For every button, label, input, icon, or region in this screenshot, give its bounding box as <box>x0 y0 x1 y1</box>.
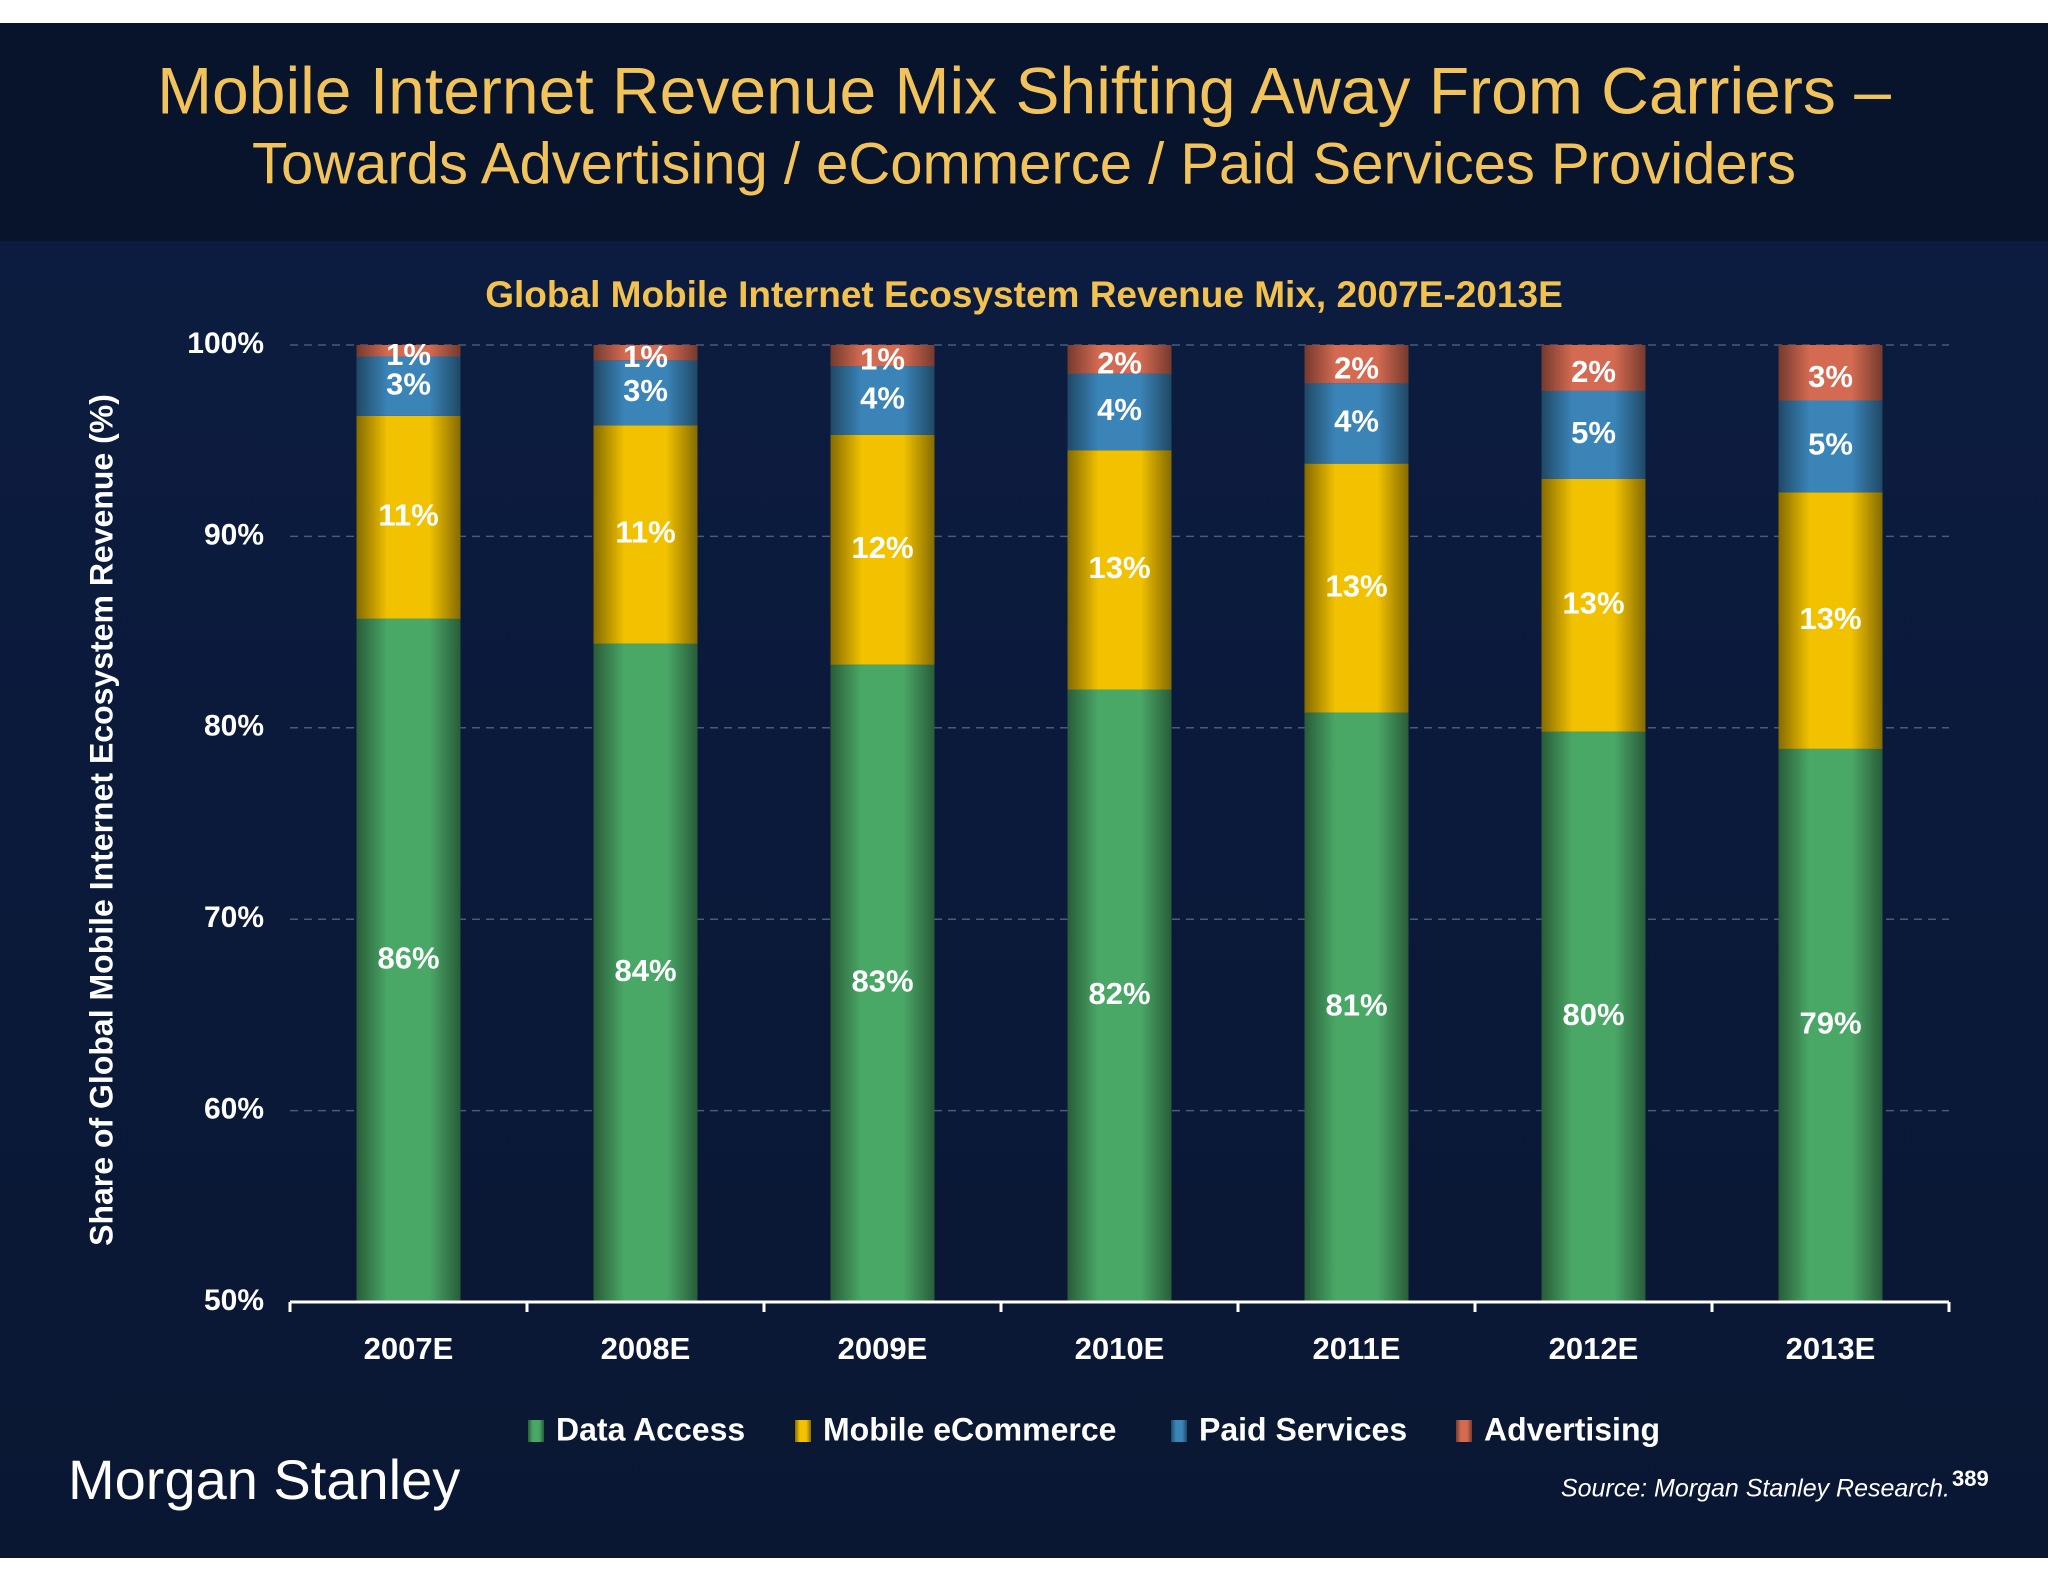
y-tick-label: 60% <box>204 1093 264 1126</box>
header-title: Mobile Internet Revenue Mix Shifting Awa… <box>157 53 1891 127</box>
data-label: 81% <box>1325 987 1387 1022</box>
data-label: 13% <box>1799 601 1861 636</box>
data-label: 2% <box>1571 354 1616 389</box>
data-label: 83% <box>851 964 913 999</box>
bar-shade <box>1304 463 1409 713</box>
bar-shade <box>1778 400 1883 493</box>
legend-label: Advertising <box>1484 1411 1660 1447</box>
bar-shade <box>830 434 935 665</box>
x-tick-label: 2009E <box>838 1331 928 1366</box>
source-note: Source: Morgan Stanley Research. <box>1561 1475 1950 1503</box>
bar-shade <box>356 345 461 357</box>
data-label: 82% <box>1088 976 1150 1011</box>
legend-swatch-shade <box>795 1420 811 1442</box>
bar-shade <box>1541 390 1646 479</box>
data-label: 1% <box>860 342 905 377</box>
page-number: 389 <box>1952 1466 1989 1491</box>
bar-shade <box>356 356 461 416</box>
data-label: 13% <box>1562 585 1624 620</box>
x-tick-label: 2013E <box>1786 1331 1876 1366</box>
bar-shade <box>593 360 698 426</box>
data-label: 1% <box>386 337 431 372</box>
bar-shade <box>1304 712 1409 1302</box>
y-tick-label: 70% <box>204 901 264 934</box>
bar-shade <box>1778 345 1883 401</box>
bar-shade <box>1778 748 1883 1302</box>
bar-shade <box>830 345 935 367</box>
data-label: 3% <box>623 373 668 408</box>
legend-swatch-shade <box>1456 1420 1472 1442</box>
bar-shade <box>356 618 461 1302</box>
header-subtitle: Towards Advertising / eCommerce / Paid S… <box>252 131 1796 196</box>
legend-label: Paid Services <box>1199 1411 1407 1447</box>
data-label: 86% <box>377 941 439 976</box>
data-label: 5% <box>1808 427 1853 462</box>
legend-label: Data Access <box>556 1411 745 1447</box>
bar-shade <box>830 664 935 1302</box>
bar-shade <box>1304 345 1409 384</box>
bar-shade <box>1067 345 1172 374</box>
chart-title: Global Mobile Internet Ecosystem Revenue… <box>485 274 1563 315</box>
bar-shade <box>593 643 698 1302</box>
logo: Morgan Stanley <box>68 1448 460 1511</box>
data-label: 1% <box>623 339 668 374</box>
data-label: 2% <box>1097 346 1142 381</box>
data-label: 13% <box>1325 568 1387 603</box>
data-label: 3% <box>386 366 431 401</box>
bar-shade <box>1541 345 1646 391</box>
data-label: 11% <box>378 497 438 532</box>
bar-shade <box>356 415 461 619</box>
bar-shade <box>1067 689 1172 1302</box>
bar-shade <box>1304 383 1409 464</box>
bar-shade <box>830 366 935 435</box>
data-label: 4% <box>1097 392 1142 427</box>
data-label: 4% <box>1334 404 1379 439</box>
legend-label: Mobile eCommerce <box>823 1411 1116 1447</box>
data-label: 5% <box>1571 415 1616 450</box>
y-tick-label: 50% <box>204 1284 264 1317</box>
y-tick-label: 100% <box>187 327 264 360</box>
y-axis-label: Share of Global Mobile Internet Ecosyste… <box>83 394 119 1246</box>
x-tick-label: 2012E <box>1549 1331 1639 1366</box>
data-label: 12% <box>851 530 913 565</box>
bar-shade <box>1067 373 1172 451</box>
data-label: 3% <box>1808 359 1853 394</box>
data-label: 79% <box>1799 1006 1861 1041</box>
bar-shade <box>593 345 698 361</box>
bar-shade <box>1778 492 1883 749</box>
legend-swatch-shade <box>528 1420 544 1442</box>
legend-swatch-shade <box>1171 1420 1187 1442</box>
x-tick-label: 2010E <box>1075 1331 1165 1366</box>
x-tick-label: 2008E <box>601 1331 691 1366</box>
x-tick-label: 2007E <box>364 1331 454 1366</box>
bar-shade <box>1541 731 1646 1302</box>
slide-background <box>0 23 2048 1558</box>
bar-shade <box>593 425 698 644</box>
bar-shade <box>1067 450 1172 690</box>
data-label: 84% <box>614 953 676 988</box>
x-tick-label: 2011E <box>1313 1331 1401 1366</box>
data-label: 2% <box>1334 350 1379 385</box>
data-label: 80% <box>1562 997 1624 1032</box>
data-label: 4% <box>860 381 905 416</box>
bar-shade <box>1541 478 1646 732</box>
data-label: 11% <box>615 515 675 550</box>
header-band <box>0 23 2048 241</box>
y-tick-label: 90% <box>204 518 264 551</box>
y-tick-label: 80% <box>204 710 264 743</box>
data-label: 13% <box>1088 550 1150 585</box>
